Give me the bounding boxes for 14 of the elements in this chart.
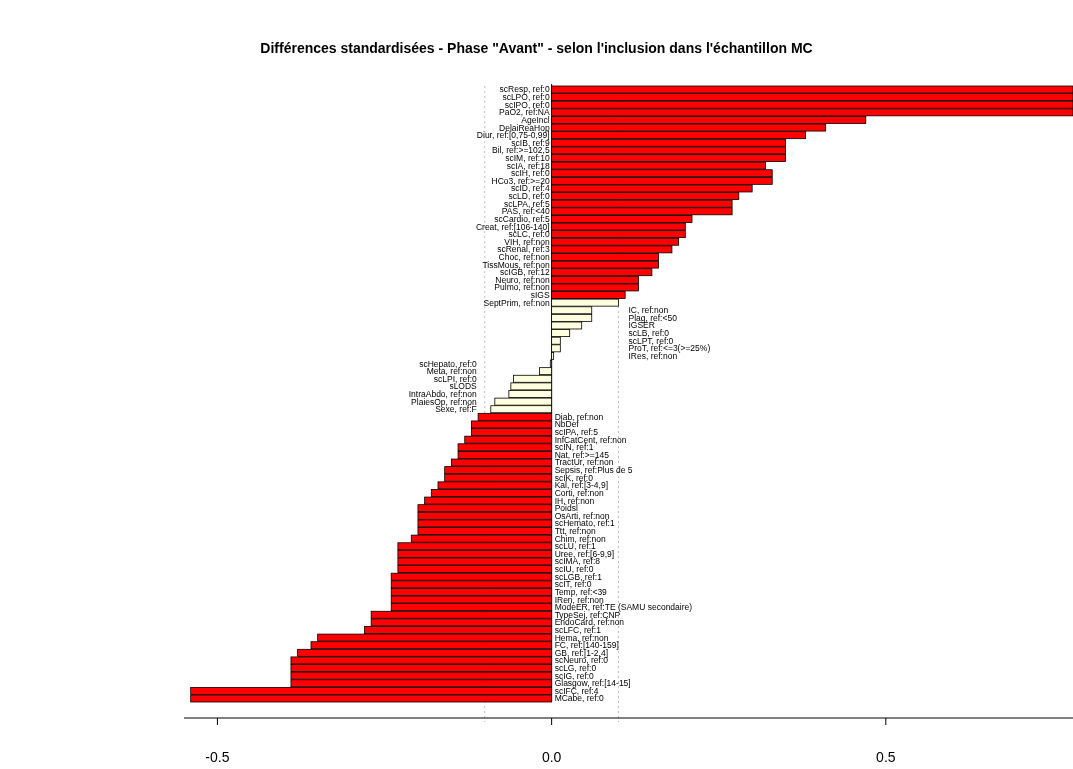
chart-title: Différences standardisées - Phase "Avant" - selon l'inclusion dans l'échantillon MC xyxy=(260,40,813,56)
x-tick-label: 0.5 xyxy=(876,749,896,765)
y-tick-label: Ttt, ref:non xyxy=(554,526,597,536)
x-tick-label: -0.5 xyxy=(205,749,230,765)
y-tick-label: FC, ref:[140-159] xyxy=(554,640,619,651)
y-tick-label: scIU, ref:0 xyxy=(554,564,594,575)
y-tick-label: Pulmo, ref:non xyxy=(494,282,550,293)
y-tick-label: ProT, ref:<=3(>=25%) xyxy=(628,343,711,354)
y-tick-label: MCabe, ref:0 xyxy=(554,693,605,704)
y-tick-label: NbDef xyxy=(554,419,580,430)
y-tick-label: Diur, ref:[0,75-0,99] xyxy=(476,130,550,141)
y-tick-label: scIT, ref:0 xyxy=(554,579,592,590)
y-tick-label: IntraAbdo, ref:non xyxy=(408,388,478,399)
x-tick-label: 0.0 xyxy=(541,749,562,765)
